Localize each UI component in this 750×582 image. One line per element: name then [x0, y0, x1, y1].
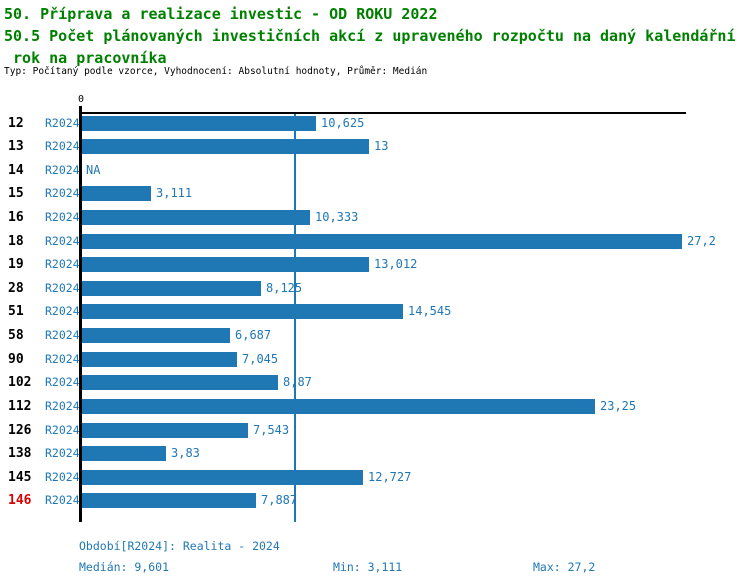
bar-value-label: 8,125 — [266, 281, 303, 295]
row-period-label: R2024 — [45, 257, 80, 271]
row-period-label: R2024 — [45, 186, 80, 200]
y-axis-line — [79, 106, 82, 522]
row-period-label: R2024 — [45, 116, 80, 130]
bar — [82, 281, 261, 296]
bar — [82, 352, 237, 367]
bar — [82, 234, 682, 249]
row-number-label: 19 — [8, 257, 24, 272]
row-period-label: R2024 — [45, 470, 80, 484]
bar — [82, 186, 151, 201]
row-number-label: 58 — [8, 328, 24, 343]
x-axis-line — [80, 112, 686, 114]
report-title-line3: rok na pracovníka — [4, 49, 167, 67]
bar — [82, 470, 363, 485]
bar-value-label: 3,83 — [171, 446, 200, 460]
row-period-label: R2024 — [45, 328, 80, 342]
row-period-label: R2024 — [45, 234, 80, 248]
bar-value-label: 13 — [374, 139, 389, 153]
bar-value-label: 14,545 — [408, 304, 452, 318]
row-number-label: 51 — [8, 304, 24, 319]
report-meta: Typ: Počítaný podle vzorce, Vyhodnocení:… — [4, 66, 428, 77]
bar-value-label: 3,111 — [156, 186, 193, 200]
bar-value-label: 7,045 — [242, 352, 279, 366]
row-number-label: 28 — [8, 281, 24, 296]
row-period-label: R2024 — [45, 493, 80, 507]
row-period-label: R2024 — [45, 163, 80, 177]
row-number-label: 145 — [8, 470, 32, 485]
bar-value-label: 7,887 — [261, 493, 298, 507]
bar — [82, 493, 256, 508]
row-number-label: 126 — [8, 423, 32, 438]
bar-value-label: 10,625 — [321, 116, 365, 130]
row-number-label: 13 — [8, 139, 24, 154]
report-title-line1: 50. Příprava a realizace investic - OD R… — [4, 5, 438, 23]
bar — [82, 423, 248, 438]
row-period-label: R2024 — [45, 446, 80, 460]
row-period-label: R2024 — [45, 399, 80, 413]
bar-value-label: 8,87 — [283, 375, 312, 389]
footer-max: Max: 27,2 — [533, 560, 596, 574]
bar — [82, 446, 166, 461]
bar-value-label: 12,727 — [368, 470, 412, 484]
bar-value-label: 27,2 — [687, 234, 716, 248]
row-number-label: 138 — [8, 446, 32, 461]
bar-value-label: 7,543 — [253, 423, 290, 437]
row-number-label: 15 — [8, 186, 24, 201]
row-number-label: 112 — [8, 399, 32, 414]
row-number-label: 18 — [8, 234, 24, 249]
row-period-label: R2024 — [45, 281, 80, 295]
row-number-label: 14 — [8, 163, 24, 178]
row-number-label: 16 — [8, 210, 24, 225]
bar — [82, 139, 369, 154]
row-period-label: R2024 — [45, 139, 80, 153]
bar-value-label: 23,25 — [600, 399, 637, 413]
bar — [82, 257, 369, 272]
bar-value-label: 13,012 — [374, 257, 418, 271]
x-axis-zero-tick: 0 — [77, 94, 85, 105]
row-period-label: R2024 — [45, 210, 80, 224]
bar — [82, 210, 310, 225]
row-period-label: R2024 — [45, 352, 80, 366]
footer-median: Medián: 9,601 — [79, 560, 170, 574]
bar-value-label: NA — [86, 163, 101, 177]
bar — [82, 399, 595, 414]
report-title-line2: 50.5 Počet plánovaných investičních akcí… — [4, 27, 736, 45]
row-number-label: 102 — [8, 375, 32, 390]
row-number-label: 12 — [8, 116, 24, 131]
bar — [82, 328, 230, 343]
bar-value-label: 6,687 — [235, 328, 272, 342]
row-number-label: 146 — [8, 493, 32, 508]
footer-period: Období[R2024]: Realita - 2024 — [79, 539, 280, 553]
bar — [82, 304, 403, 319]
bar — [82, 375, 278, 390]
bar — [82, 116, 316, 131]
bar-value-label: 10,333 — [315, 210, 359, 224]
footer-min: Min: 3,111 — [333, 560, 403, 574]
row-period-label: R2024 — [45, 304, 80, 318]
row-period-label: R2024 — [45, 423, 80, 437]
row-period-label: R2024 — [45, 375, 80, 389]
row-number-label: 90 — [8, 352, 24, 367]
